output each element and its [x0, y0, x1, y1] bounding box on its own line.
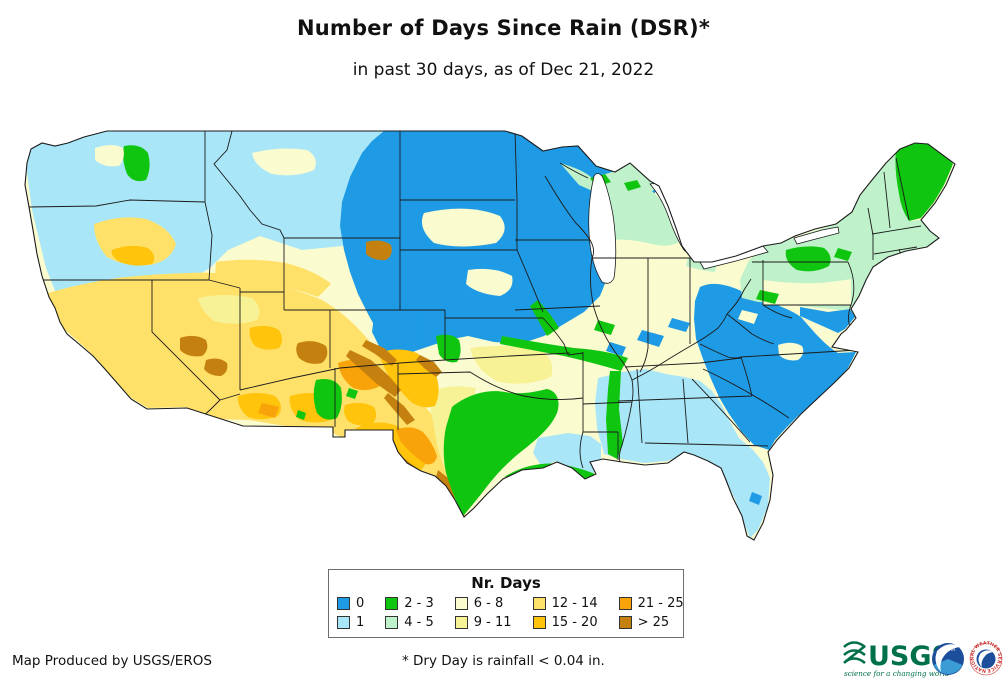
legend-label: 2 - 3 [404, 596, 434, 611]
noaa-label: NOAA [943, 647, 955, 652]
legend-swatch [618, 616, 632, 629]
legend-item: 2 - 3 [385, 595, 434, 612]
noaa-logo: NOAA [932, 643, 964, 675]
credit-text: Map Produced by USGS/EROS [12, 653, 212, 669]
legend-swatch [454, 597, 468, 610]
legend-label: 6 - 8 [473, 596, 504, 611]
legend-swatch [618, 597, 632, 610]
legend-label: 1 [356, 615, 365, 630]
legend-swatch [532, 597, 546, 610]
legend-grid: 0 1 2 - 3 4 - 5 6 - 8 9 - 11 12 - 14 15 - 20 21 … [337, 595, 684, 631]
us-outline [24, 130, 956, 541]
dsr-regions [25, 131, 955, 540]
legend-item: 6 - 8 [454, 595, 512, 612]
usgs-wave-icon [843, 641, 866, 665]
nws-logo: NATIONAL WEATHER SERVICE [969, 640, 1003, 676]
legend-box: Nr. Days 0 1 2 - 3 4 - 5 6 - 8 9 - 11 12 - 14 1… [328, 569, 684, 638]
page-subtitle: in past 30 days, as of Dec 21, 2022 [352, 60, 655, 80]
agency-logos: USGS science for a changing world NOAA N… [842, 635, 1004, 687]
legend-item: 21 - 25 [618, 595, 684, 612]
legend-label: 21 - 25 [637, 596, 684, 611]
legend-item: 1 [337, 614, 364, 631]
legend-item: 0 [337, 595, 364, 612]
dry-day-note: * Dry Day is rainfall < 0.04 in. [402, 653, 605, 669]
legend-swatch [532, 616, 546, 629]
lake-ontario [793, 226, 840, 245]
legend-item: 9 - 11 [454, 614, 512, 631]
legend-label: 15 - 20 [551, 615, 598, 630]
legend-swatch [385, 616, 399, 629]
page-title: Number of Days Since Rain (DSR)* [296, 16, 711, 40]
legend-title: Nr. Days [471, 574, 541, 592]
legend-swatch [337, 616, 350, 629]
legend-item: > 25 [618, 614, 684, 631]
legend-label: 12 - 14 [551, 596, 598, 611]
legend-label: 0 [356, 596, 365, 611]
legend-label: > 25 [637, 615, 670, 630]
legend-swatch [454, 616, 468, 629]
legend-swatch [337, 597, 350, 610]
legend-label: 4 - 5 [404, 615, 434, 630]
legend-item: 12 - 14 [532, 595, 598, 612]
legend-item: 4 - 5 [385, 614, 434, 631]
usgs-tagline: science for a changing world [844, 669, 950, 678]
legend-item: 15 - 20 [532, 614, 598, 631]
lake-michigan [588, 173, 617, 284]
legend-swatch [385, 597, 399, 610]
legend-label: 9 - 11 [473, 615, 512, 630]
